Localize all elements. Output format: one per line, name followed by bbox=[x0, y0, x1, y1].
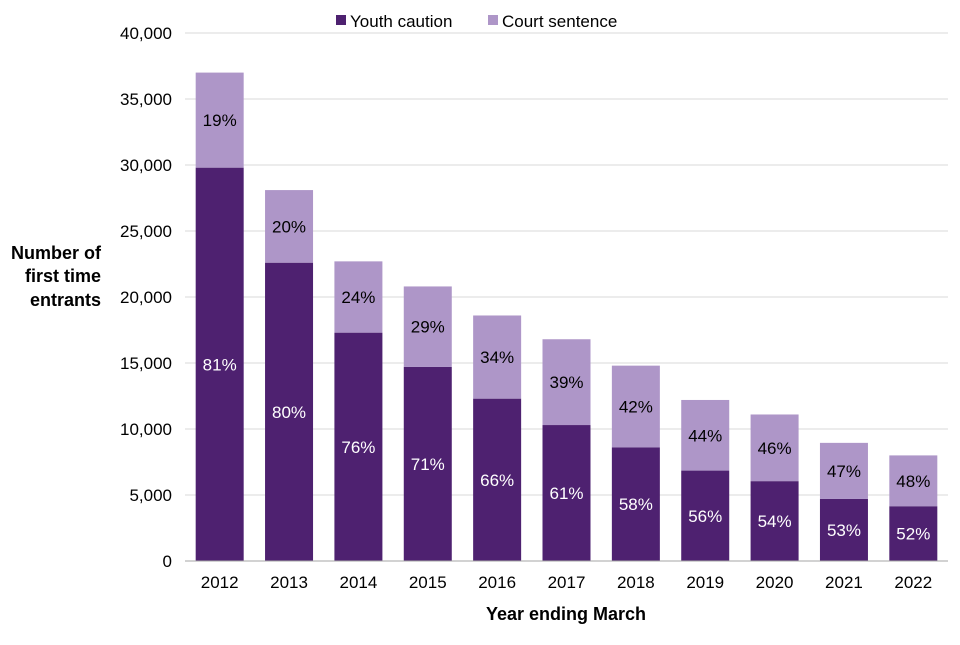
x-tick-label: 2016 bbox=[478, 573, 516, 592]
bar-group-2019: 56% 44% bbox=[681, 399, 730, 561]
y-tick-label: 5,000 bbox=[129, 486, 172, 505]
y-tick-labels: 0 5,000 10,000 15,000 20,000 25,000 30,000 35,0… bbox=[120, 24, 172, 571]
data-label-youth-caution-2019: 56% bbox=[688, 507, 722, 526]
legend-swatch-youth-caution bbox=[336, 15, 346, 25]
y-axis-title: Number of first time entrants bbox=[11, 243, 102, 310]
bar-youth-caution-2021 bbox=[819, 498, 868, 561]
x-tick-label: 2019 bbox=[686, 573, 724, 592]
x-tick-label: 2022 bbox=[894, 573, 932, 592]
data-label-court-sentence-2012: 19% bbox=[203, 111, 237, 130]
data-label-court-sentence-2022: 48% bbox=[896, 472, 930, 491]
bar-court-sentence-2013 bbox=[265, 190, 314, 263]
y-axis-title-line-3: entrants bbox=[30, 290, 101, 310]
bar-youth-caution-2015 bbox=[403, 366, 452, 561]
data-label-youth-caution-2022: 52% bbox=[896, 525, 930, 544]
bar-youth-caution-2022 bbox=[889, 506, 938, 561]
bar-court-sentence-2015 bbox=[403, 286, 452, 367]
data-label-court-sentence-2017: 39% bbox=[549, 373, 583, 392]
bar-youth-caution-2013 bbox=[265, 262, 314, 561]
bar-group-2017: 61% 39% bbox=[542, 339, 591, 561]
bar-youth-caution-2016 bbox=[473, 398, 522, 561]
bar-court-sentence-2017 bbox=[542, 339, 591, 426]
y-tick-label: 35,000 bbox=[120, 90, 172, 109]
x-tick-label: 2012 bbox=[201, 573, 239, 592]
y-tick-label: 10,000 bbox=[120, 420, 172, 439]
bar-court-sentence-2014 bbox=[334, 261, 383, 333]
y-axis-title-line-1: Number of bbox=[11, 243, 102, 263]
y-tick-label: 25,000 bbox=[120, 222, 172, 241]
bar-group-2016: 66% 34% bbox=[473, 315, 522, 561]
y-tick-label: 40,000 bbox=[120, 24, 172, 43]
data-label-court-sentence-2018: 42% bbox=[619, 398, 653, 417]
legend-label-youth-caution: Youth caution bbox=[350, 12, 452, 31]
x-tick-label: 2020 bbox=[756, 573, 794, 592]
legend-swatch-court-sentence bbox=[488, 15, 498, 25]
data-label-youth-caution-2018: 58% bbox=[619, 495, 653, 514]
data-label-youth-caution-2012: 81% bbox=[203, 355, 237, 374]
x-tick-label: 2015 bbox=[409, 573, 447, 592]
data-label-youth-caution-2013: 80% bbox=[272, 403, 306, 422]
y-tick-label: 30,000 bbox=[120, 156, 172, 175]
data-label-court-sentence-2013: 20% bbox=[272, 217, 306, 236]
bar-court-sentence-2021 bbox=[819, 442, 868, 499]
bar-court-sentence-2019 bbox=[681, 399, 730, 471]
bar-youth-caution-2012 bbox=[195, 167, 244, 561]
bar-youth-caution-2017 bbox=[542, 425, 591, 561]
x-tick-label: 2017 bbox=[548, 573, 586, 592]
data-label-youth-caution-2021: 53% bbox=[827, 521, 861, 540]
bar-group-2018: 58% 42% bbox=[611, 365, 660, 561]
x-tick-label: 2013 bbox=[270, 573, 308, 592]
bar-youth-caution-2019 bbox=[681, 470, 730, 561]
bar-group-2021: 53% 47% bbox=[819, 442, 868, 561]
bar-youth-caution-2020 bbox=[750, 481, 799, 561]
bars: 81% 19% 80% 20% 76% 24% 71% 29% 66% 34% 61% 39% 58% 4… bbox=[195, 72, 938, 561]
data-label-court-sentence-2016: 34% bbox=[480, 348, 514, 367]
bar-group-2015: 71% 29% bbox=[403, 286, 452, 561]
bar-court-sentence-2022 bbox=[889, 455, 938, 507]
y-axis-title-line-2: first time bbox=[25, 266, 101, 286]
bar-group-2022: 52% 48% bbox=[889, 455, 938, 561]
x-tick-label: 2014 bbox=[339, 573, 377, 592]
legend: Youth caution Court sentence bbox=[336, 12, 617, 31]
bar-youth-caution-2018 bbox=[611, 447, 660, 561]
data-label-youth-caution-2014: 76% bbox=[341, 438, 375, 457]
bar-youth-caution-2014 bbox=[334, 332, 383, 561]
bar-court-sentence-2012 bbox=[195, 72, 244, 168]
data-label-youth-caution-2015: 71% bbox=[411, 455, 445, 474]
bar-court-sentence-2016 bbox=[473, 315, 522, 399]
y-tick-label: 20,000 bbox=[120, 288, 172, 307]
data-label-court-sentence-2019: 44% bbox=[688, 426, 722, 445]
y-tick-label: 15,000 bbox=[120, 354, 172, 373]
data-label-youth-caution-2017: 61% bbox=[549, 484, 583, 503]
bar-group-2012: 81% 19% bbox=[195, 72, 244, 561]
legend-label-court-sentence: Court sentence bbox=[502, 12, 617, 31]
x-tick-label: 2021 bbox=[825, 573, 863, 592]
bar-group-2013: 80% 20% bbox=[265, 190, 314, 561]
bar-group-2014: 76% 24% bbox=[334, 261, 383, 561]
bar-group-2020: 54% 46% bbox=[750, 414, 799, 561]
x-tick-labels: 2012 2013 2014 2015 2016 2017 2018 2019 2020 2021… bbox=[201, 573, 932, 592]
bar-court-sentence-2020 bbox=[750, 414, 799, 482]
y-tick-label: 0 bbox=[163, 552, 172, 571]
data-label-youth-caution-2020: 54% bbox=[758, 512, 792, 531]
data-label-court-sentence-2020: 46% bbox=[758, 439, 792, 458]
data-label-court-sentence-2015: 29% bbox=[411, 318, 445, 337]
data-label-court-sentence-2021: 47% bbox=[827, 462, 861, 481]
data-label-court-sentence-2014: 24% bbox=[341, 288, 375, 307]
x-axis-title: Year ending March bbox=[486, 604, 646, 624]
bar-court-sentence-2018 bbox=[611, 365, 660, 448]
x-tick-label: 2018 bbox=[617, 573, 655, 592]
data-label-youth-caution-2016: 66% bbox=[480, 471, 514, 490]
